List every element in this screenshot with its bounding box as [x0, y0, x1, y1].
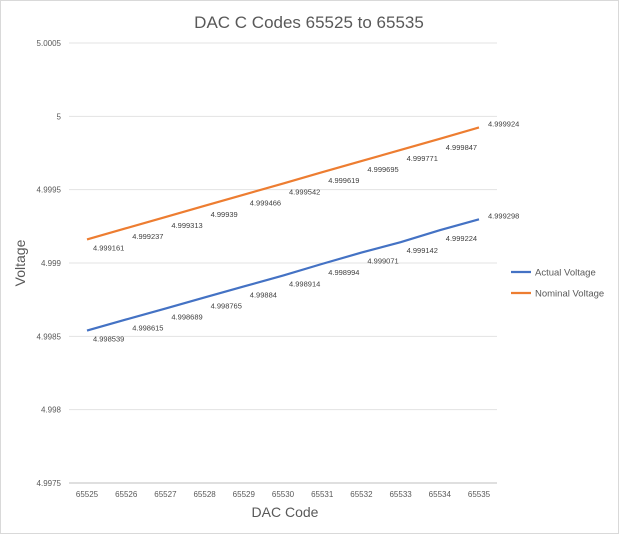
data-label: 4.999847: [446, 143, 477, 152]
data-label: 4.998615: [132, 323, 163, 332]
y-axis-title: Voltage: [12, 239, 28, 286]
data-label: 4.999466: [250, 199, 281, 208]
data-label: 4.999298: [488, 211, 519, 220]
data-label: 4.998914: [289, 280, 320, 289]
chart-title: DAC C Codes 65525 to 65535: [194, 13, 424, 32]
y-tick-label: 4.999: [41, 259, 62, 268]
x-tick-label: 65533: [389, 490, 412, 499]
x-tick-label: 65532: [350, 490, 373, 499]
x-tick-label: 65525: [76, 490, 99, 499]
y-tick-label: 4.9975: [37, 479, 62, 488]
data-label: 4.998765: [211, 301, 242, 310]
data-label: 4.999313: [171, 221, 202, 230]
data-label: 4.999619: [328, 176, 359, 185]
data-label: 4.999237: [132, 232, 163, 241]
data-label: 4.999071: [367, 257, 398, 266]
y-tick-label: 4.9995: [37, 186, 62, 195]
data-label: 4.999161: [93, 243, 124, 252]
x-tick-label: 65535: [468, 490, 491, 499]
x-tick-label: 65529: [233, 490, 256, 499]
y-tick-label: 5.0005: [37, 39, 62, 48]
legend-label: Actual Voltage: [535, 268, 596, 279]
data-label: 4.999542: [289, 188, 320, 197]
data-label: 4.999924: [488, 119, 519, 128]
y-tick-label: 4.998: [41, 406, 62, 415]
data-label: 4.998994: [328, 268, 359, 277]
x-tick-label: 65534: [429, 490, 452, 499]
x-axis-title: DAC Code: [252, 504, 319, 520]
series-line-nominal-voltage: [86, 126, 480, 241]
data-label: 4.998539: [93, 335, 124, 344]
y-tick-label: 4.9985: [37, 332, 62, 341]
data-label: 4.99884: [250, 290, 277, 299]
x-tick-label: 65531: [311, 490, 334, 499]
data-label: 4.998689: [171, 313, 202, 322]
data-label: 4.999695: [367, 165, 398, 174]
x-tick-label: 65527: [154, 490, 177, 499]
x-tick-label: 65528: [193, 490, 216, 499]
x-tick-label: 65526: [115, 490, 138, 499]
data-label: 4.999771: [407, 154, 438, 163]
data-label: 4.99939: [211, 210, 238, 219]
data-label: 4.999224: [446, 234, 477, 243]
y-tick-label: 5: [57, 112, 62, 121]
legend-label: Nominal Voltage: [535, 289, 604, 300]
series-line-actual-voltage: [86, 218, 480, 332]
x-tick-label: 65530: [272, 490, 295, 499]
data-label: 4.999142: [407, 246, 438, 255]
